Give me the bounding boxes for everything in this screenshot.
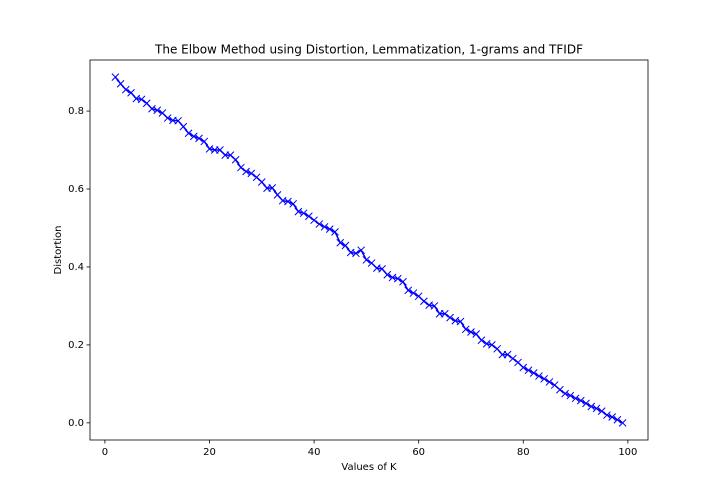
data-point [383,270,392,279]
data-point [242,167,250,176]
chart-title: The Elbow Method using Distortion, Lemma… [154,43,583,57]
data-point [399,277,407,286]
x-axis-label: Values of K [341,462,397,473]
data-point [231,155,240,164]
y-tick-label: 0.8 [68,106,84,117]
data-point [189,132,198,141]
x-tick-label: 80 [517,447,530,458]
data-point [440,309,449,318]
data-point [461,325,470,334]
data-point [352,249,360,258]
data-point [430,302,439,310]
data-point [315,220,324,228]
x-tick-label: 40 [308,447,321,458]
data-point [587,402,596,411]
x-tick-label: 60 [412,447,425,458]
data-point [597,407,606,416]
data-point [545,378,554,386]
data-point [566,391,575,400]
y-tick-label: 0.6 [68,184,84,195]
data-point [456,317,465,326]
data-point [200,137,209,146]
data-point [320,222,329,231]
data-point [446,313,454,322]
data-point [608,413,617,421]
data-point [153,106,162,115]
data-point [540,374,549,383]
y-tick-label: 0.4 [68,262,84,273]
data-point [237,163,245,172]
data-point [121,85,130,94]
data-point [524,366,533,375]
data-point [111,73,120,82]
data-point [592,404,601,413]
x-tick-label: 0 [102,447,108,458]
data-point [529,369,538,377]
data-point [571,394,580,403]
data-point [179,122,188,131]
data-point [336,238,345,247]
data-point [420,297,428,306]
x-tick-label: 20 [203,447,216,458]
data-point [137,95,146,104]
data-point [467,328,475,336]
data-point [184,129,193,138]
data-point [404,286,413,295]
data-point [618,418,627,427]
data-point [310,216,318,225]
data-point [503,350,512,359]
data-point [305,212,313,221]
y-tick-label: 0.0 [68,418,84,429]
data-point [148,104,156,113]
data-point [284,197,292,206]
data-point [268,183,277,192]
x-tick-label: 100 [618,447,637,458]
data-point [519,363,528,372]
data-point [341,241,350,250]
y-axis-label: Distortion [53,226,64,275]
data-point [477,336,486,345]
data-point [257,178,266,186]
data-point [294,207,303,216]
data-point [409,289,418,297]
plot-frame [89,59,649,441]
data-point [362,256,371,264]
data-point [331,228,339,236]
data-point [163,114,172,122]
data-point [299,209,308,218]
data-point [357,246,366,255]
data-point [393,274,402,283]
data-point [508,354,517,363]
data-point [561,389,569,398]
y-tick-label: 0.2 [68,340,84,351]
data-point [603,411,611,419]
data-point [535,372,543,380]
data-point [472,330,481,338]
data-point [488,341,496,349]
data-point [582,399,590,408]
data-point [247,169,256,178]
data-point [576,396,585,405]
data-point [325,225,334,234]
data-point [556,385,564,394]
data-point [289,199,298,208]
data-point [195,134,203,143]
data-point [613,415,622,424]
